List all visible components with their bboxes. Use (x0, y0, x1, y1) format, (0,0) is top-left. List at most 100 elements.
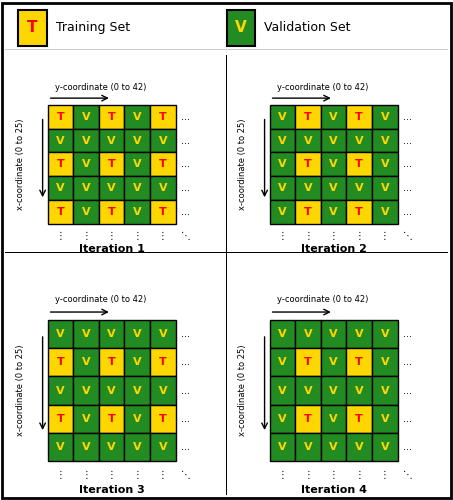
Text: V: V (381, 112, 389, 122)
Text: ...: ... (181, 386, 190, 396)
Text: V: V (107, 442, 116, 452)
Bar (150, 376, 176, 404)
Bar (125, 348, 150, 376)
Bar (150, 176, 176, 200)
Text: ⋮: ⋮ (354, 231, 364, 241)
Text: T: T (108, 414, 116, 424)
Text: V: V (381, 183, 389, 193)
Bar (99, 105, 125, 128)
Text: V: V (355, 136, 364, 145)
Text: V: V (355, 442, 364, 452)
Bar (321, 176, 347, 200)
Text: ⋮: ⋮ (158, 231, 168, 241)
Text: T: T (57, 358, 64, 368)
Text: V: V (133, 112, 142, 122)
Bar (125, 105, 150, 128)
Text: T: T (304, 112, 312, 122)
Text: ⋮: ⋮ (107, 231, 116, 241)
Text: ...: ... (403, 207, 412, 217)
Text: V: V (381, 442, 389, 452)
Text: T: T (159, 358, 167, 368)
Text: y-coordinate (0 to 42): y-coordinate (0 to 42) (55, 296, 147, 304)
Bar (295, 320, 321, 348)
Bar (347, 376, 372, 404)
Text: T: T (108, 160, 116, 170)
Bar (372, 376, 398, 404)
Text: V: V (82, 329, 91, 339)
Text: ⋮: ⋮ (56, 470, 65, 480)
Text: V: V (133, 207, 142, 217)
Text: V: V (82, 160, 91, 170)
Text: V: V (82, 358, 91, 368)
Text: Iteration 4: Iteration 4 (301, 485, 366, 495)
Bar (99, 320, 125, 348)
Text: V: V (278, 386, 287, 396)
Text: V: V (329, 442, 338, 452)
Text: V: V (82, 414, 91, 424)
Bar (270, 105, 295, 128)
Text: ⋮: ⋮ (56, 231, 65, 241)
Text: V: V (82, 207, 91, 217)
Bar (125, 404, 150, 433)
Text: V: V (355, 329, 364, 339)
Text: ⋱: ⋱ (181, 470, 191, 480)
Text: V: V (159, 136, 167, 145)
Text: V: V (278, 136, 287, 145)
Text: V: V (82, 386, 91, 396)
Text: V: V (56, 183, 65, 193)
Text: V: V (278, 358, 287, 368)
Text: V: V (329, 207, 338, 217)
Bar (125, 152, 150, 176)
Text: T: T (159, 112, 167, 122)
Text: V: V (133, 136, 142, 145)
Bar (347, 404, 372, 433)
Text: V: V (329, 358, 338, 368)
Bar (372, 200, 398, 224)
Text: V: V (278, 183, 287, 193)
Text: V: V (133, 414, 142, 424)
Text: T: T (108, 358, 116, 368)
Text: V: V (381, 136, 389, 145)
Text: x-coordinate (0 to 25): x-coordinate (0 to 25) (238, 118, 247, 210)
Text: V: V (235, 20, 247, 35)
Bar (372, 152, 398, 176)
Bar (321, 404, 347, 433)
Text: ...: ... (181, 329, 190, 339)
Bar (73, 128, 99, 152)
Text: T: T (355, 160, 363, 170)
Text: ...: ... (403, 386, 412, 396)
Text: V: V (329, 386, 338, 396)
Text: V: V (381, 358, 389, 368)
Text: T: T (108, 207, 116, 217)
Text: V: V (107, 386, 116, 396)
Bar (125, 376, 150, 404)
Bar (125, 176, 150, 200)
Text: V: V (381, 386, 389, 396)
Bar (270, 348, 295, 376)
Bar (18, 10, 47, 46)
Bar (295, 105, 321, 128)
Text: V: V (329, 136, 338, 145)
Text: V: V (278, 442, 287, 452)
Bar (295, 200, 321, 224)
Text: Iteration 2: Iteration 2 (301, 244, 366, 254)
Text: T: T (57, 112, 64, 122)
Text: T: T (108, 112, 116, 122)
Text: ...: ... (181, 160, 190, 170)
Bar (270, 376, 295, 404)
Text: V: V (381, 207, 389, 217)
Bar (150, 348, 176, 376)
Text: T: T (57, 160, 64, 170)
Bar (99, 200, 125, 224)
Text: ⋮: ⋮ (81, 470, 91, 480)
Bar (347, 105, 372, 128)
Text: Training Set: Training Set (56, 21, 130, 34)
Bar (99, 348, 125, 376)
Text: Iteration 3: Iteration 3 (79, 485, 145, 495)
Bar (372, 105, 398, 128)
Bar (99, 404, 125, 433)
Text: V: V (107, 136, 116, 145)
Text: ...: ... (403, 112, 412, 122)
Text: ...: ... (181, 442, 190, 452)
Text: x-coordinate (0 to 25): x-coordinate (0 to 25) (16, 118, 25, 210)
